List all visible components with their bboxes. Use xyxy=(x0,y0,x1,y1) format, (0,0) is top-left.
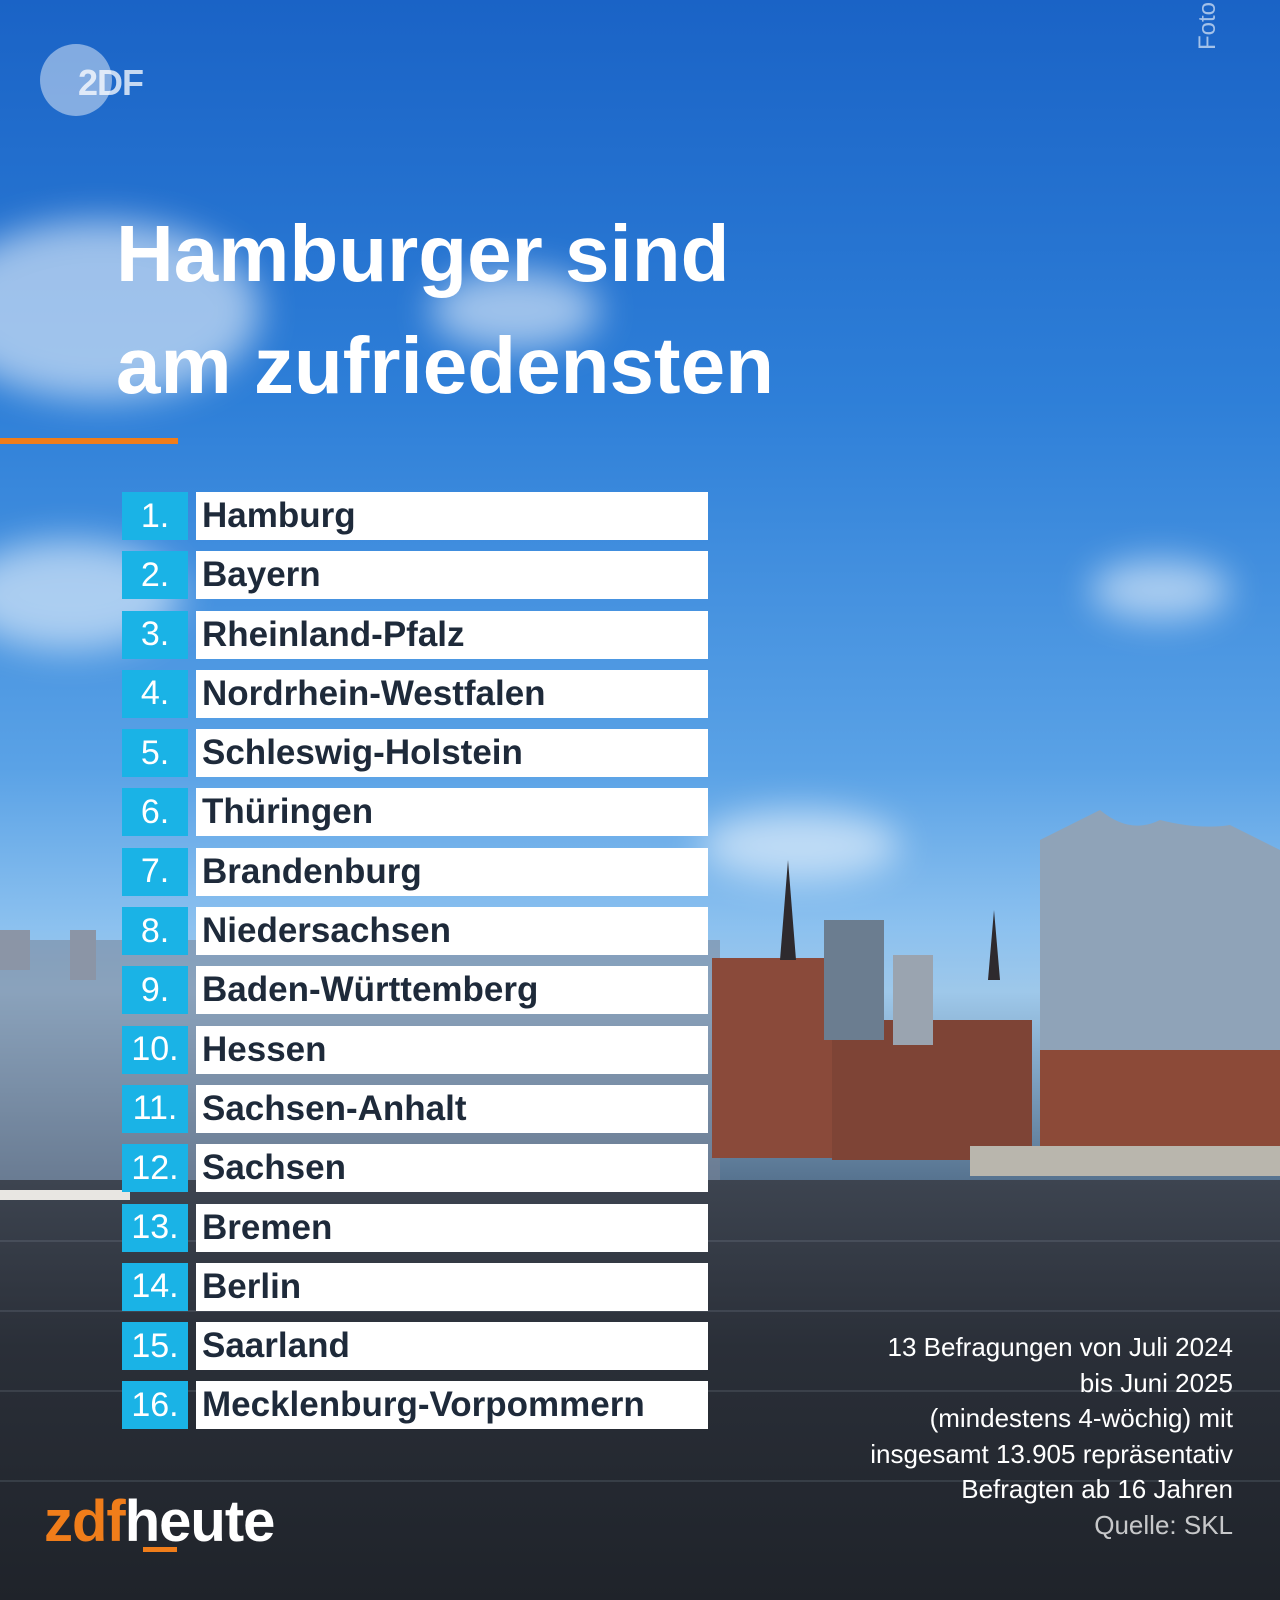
footnote-line: (mindestens 4-wöchig) mit xyxy=(929,1403,1233,1433)
state-name: Berlin xyxy=(196,1262,708,1311)
state-name: Baden-Württemberg xyxy=(196,966,708,1015)
methodology-note: 13 Befragungen von Juli 2024 bis Juni 20… xyxy=(763,1330,1233,1543)
accent-bar xyxy=(0,438,178,444)
rank-badge: 5. xyxy=(122,729,188,778)
state-name: Bremen xyxy=(196,1203,708,1252)
footnote-line: 13 Befragungen von Juli 2024 xyxy=(887,1332,1234,1362)
brand-underline xyxy=(143,1547,177,1552)
headline: Hamburger sind am zufriedensten xyxy=(116,198,774,422)
ranking-row: 16. Mecklenburg-Vorpommern xyxy=(122,1381,708,1430)
cloud xyxy=(1090,560,1230,620)
state-name: Schleswig-Holstein xyxy=(196,729,708,778)
brand-zdf: zdf xyxy=(44,1489,126,1554)
ranking-row: 10. Hessen xyxy=(122,1025,708,1074)
ranking-row: 14. Berlin xyxy=(122,1262,708,1311)
ranking-row: 6. Thüringen xyxy=(122,788,708,837)
footnote-line: insgesamt 13.905 repräsentativ xyxy=(870,1438,1233,1469)
ranking-row: 2. Bayern xyxy=(122,551,708,600)
cloud xyxy=(700,810,900,880)
footnote-line: Befragten ab 16 Jahren xyxy=(961,1474,1233,1504)
ranking-row: 4. Nordrhein-Westfalen xyxy=(122,669,708,718)
ranking-row: 15. Saarland xyxy=(122,1322,708,1371)
state-name: Thüringen xyxy=(196,788,708,837)
source-line: Quelle: SKL xyxy=(1094,1509,1233,1540)
rank-badge: 6. xyxy=(122,788,188,837)
ranking-list: 1. Hamburg 2. Bayern 3. Rheinland-Pfalz 4. Nord… xyxy=(122,492,708,1441)
ranking-row: 13. Bremen xyxy=(122,1203,708,1252)
ranking-row: 12. Sachsen xyxy=(122,1144,708,1193)
headline-line-1: Hamburger sind xyxy=(116,209,730,298)
rank-badge: 8. xyxy=(122,907,188,956)
zdfheute-logo: zdfheute xyxy=(44,1488,276,1555)
state-name: Hessen xyxy=(196,1025,708,1074)
ranking-row: 8. Niedersachsen xyxy=(122,907,708,956)
ranking-row: 5. Schleswig-Holstein xyxy=(122,729,708,778)
rank-badge: 12. xyxy=(122,1144,188,1193)
rank-badge: 15. xyxy=(122,1322,188,1371)
rank-badge: 16. xyxy=(122,1381,188,1430)
state-name: Brandenburg xyxy=(196,847,708,896)
ranking-row: 11. Sachsen-Anhalt xyxy=(122,1084,708,1133)
rank-badge: 14. xyxy=(122,1262,188,1311)
zdf-logo-circle xyxy=(40,44,112,116)
rank-badge: 2. xyxy=(122,551,188,600)
state-name: Saarland xyxy=(196,1322,708,1371)
photo-credit: Foto: iStock/golero, Symbolbild xyxy=(1194,0,1222,50)
zdf-logo: 2DF xyxy=(78,62,144,103)
cloud xyxy=(430,270,600,350)
brand-heute: heute xyxy=(124,1489,276,1554)
state-name: Sachsen xyxy=(196,1144,708,1193)
rank-badge: 1. xyxy=(122,492,188,540)
state-name: Hamburg xyxy=(196,492,708,540)
ranking-row: 7. Brandenburg xyxy=(122,847,708,896)
rank-badge: 13. xyxy=(122,1203,188,1252)
ranking-row: 9. Baden-Württemberg xyxy=(122,966,708,1015)
rank-badge: 3. xyxy=(122,610,188,659)
cloud xyxy=(0,220,260,400)
state-name: Nordrhein-Westfalen xyxy=(196,669,708,718)
state-name: Mecklenburg-Vorpommern xyxy=(196,1381,708,1430)
rank-badge: 9. xyxy=(122,966,188,1015)
rank-badge: 10. xyxy=(122,1025,188,1074)
state-name: Bayern xyxy=(196,551,708,600)
rank-badge: 11. xyxy=(122,1084,188,1133)
headline-line-2: am zufriedensten xyxy=(116,321,774,410)
rank-badge: 7. xyxy=(122,847,188,896)
ranking-row: 3. Rheinland-Pfalz xyxy=(122,610,708,659)
rank-badge: 4. xyxy=(122,669,188,718)
ranking-row: 1. Hamburg xyxy=(122,492,708,540)
state-name: Niedersachsen xyxy=(196,907,708,956)
footnote-line: bis Juni 2025 xyxy=(1079,1367,1233,1398)
state-name: Sachsen-Anhalt xyxy=(196,1084,708,1133)
state-name: Rheinland-Pfalz xyxy=(196,610,708,659)
